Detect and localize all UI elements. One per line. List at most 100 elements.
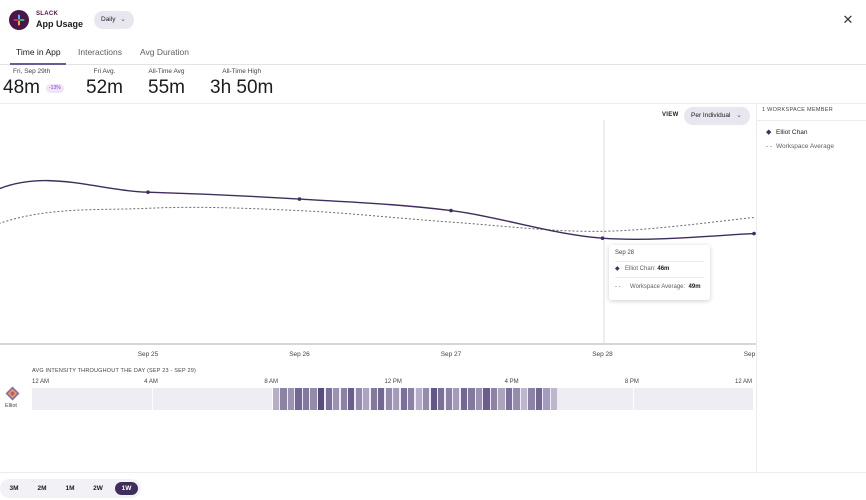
data-point-sep-29[interactable] [752,231,756,236]
intensity-cell[interactable] [528,388,535,410]
data-point-sep-27[interactable] [449,208,453,213]
hour-gridline [632,388,634,410]
intensity-cell[interactable] [370,388,377,410]
stat-all-time-high: All-Time High 3h 50m [210,68,273,99]
stat-value: 55m [148,77,185,98]
hour-label: 12 AM [32,379,50,385]
close-icon[interactable]: ✕ [842,12,854,27]
legend-divider [756,104,757,472]
intensity-cell[interactable] [280,388,287,410]
intensity-cell[interactable] [310,388,317,410]
intensity-cell[interactable] [393,388,400,410]
app-title: App Usage [36,19,84,29]
intensity-cell[interactable] [363,388,370,410]
hour-gridline [152,388,154,410]
intensity-cell[interactable] [415,388,422,410]
intensity-cell[interactable] [333,388,340,410]
intensity-cell[interactable] [468,388,475,410]
tooltip-row-average: - - Workspace Average: 49m [615,284,701,290]
tab-time-in-app[interactable]: Time in App [16,47,61,57]
intensity-cell[interactable] [408,388,415,410]
data-point-sep-26[interactable] [297,197,302,201]
intensity-bar [32,388,753,410]
intensity-cell[interactable] [445,388,452,410]
legend-item-average[interactable]: - - Workspace Average [766,143,834,150]
hour-label: 8 AM [264,379,279,385]
hour-label: 8 PM [624,379,639,385]
stat-label: All-Time Avg [148,68,185,75]
intensity-cell[interactable] [453,388,460,410]
data-point-sep-25[interactable] [146,190,150,194]
stat-all-time-avg: All-Time Avg 55m [148,68,185,99]
intensity-cell[interactable] [498,388,505,410]
intensity-cell[interactable] [550,388,558,410]
user-avatar [5,386,20,401]
tooltip-name: Elliot Chan [625,266,655,272]
intensity-cell[interactable] [287,388,295,410]
intensity-cell[interactable] [385,388,392,410]
view-select-value: Per Individual [691,112,731,119]
hour-gridline [512,388,514,410]
intensity-title: AVG INTENSITY THROUGHOUT THE DAY (SEP 23… [32,368,197,374]
stat-value: 52m [86,77,123,98]
chevron-down-icon: ⌄ [120,16,126,23]
hour-gridline [272,388,274,410]
intensity-cell[interactable] [490,388,498,410]
legend-label: Workspace Average [776,143,834,150]
intensity-cell[interactable] [483,388,490,410]
intensity-cell[interactable] [295,388,302,410]
range-3m-button[interactable]: 3M [9,485,19,492]
tooltip-separator [615,261,704,262]
chevron-down-icon: ⌄ [736,112,742,119]
view-label: VIEW [662,112,679,118]
tooltip-value: 49m [688,284,701,290]
range-2m-button[interactable]: 2M [37,485,47,492]
header: SLACK App Usage Daily ⌄ ✕ [0,0,866,40]
period-select-value: Daily [101,16,116,23]
intensity-cell[interactable] [355,388,362,410]
intensity-cell[interactable] [272,388,280,410]
intensity-cell[interactable] [302,388,310,410]
data-point-sep-28[interactable] [600,236,605,240]
chart-tooltip: Sep 28 ◆ Elliot Chan: 46m - - Workspace A… [609,245,710,300]
range-1w-button[interactable]: 1W [115,482,138,495]
hour-label: 4 PM [504,379,519,385]
legend-separator [757,120,866,121]
tooltip-separator [615,277,704,278]
intensity-cell[interactable] [400,388,407,410]
intensity-cell[interactable] [513,388,520,410]
tab-interactions[interactable]: Interactions [78,47,122,57]
intensity-cell[interactable] [317,388,325,410]
intensity-cell[interactable] [535,388,543,410]
hour-gridline [392,388,394,410]
intensity-cell[interactable] [348,388,355,410]
diamond-icon: ◆ [615,266,620,272]
intensity-cell[interactable] [475,388,482,410]
range-2w-button[interactable]: 2W [93,485,103,492]
x-tick-label: Sep 25 [138,351,159,358]
view-select[interactable]: Per Individual ⌄ [684,107,750,125]
x-tick-label: Sep 27 [441,351,462,358]
legend-item-member[interactable]: ◆ Elliot Chan [766,128,807,136]
range-1m-button[interactable]: 1M [65,485,75,492]
stat-current: Fri, Sep 29th 48m -13% [3,68,64,99]
tab-bar: Time in App Interactions Avg Duration [0,42,866,65]
stat-label: Fri Avg. [93,68,116,75]
change-badge: -13% [46,84,64,93]
period-select[interactable]: Daily ⌄ [94,11,134,29]
intensity-cell[interactable] [325,388,332,410]
intensity-cell[interactable] [543,388,550,410]
stat-weekday-avg: Fri Avg. 52m [86,68,123,99]
intensity-cell[interactable] [460,388,467,410]
intensity-cell[interactable] [520,388,528,410]
intensity-cell[interactable] [438,388,445,410]
intensity-cell[interactable] [505,388,513,410]
x-tick-label: Sep 26 [289,351,310,358]
intensity-cell[interactable] [423,388,430,410]
intensity-cell[interactable] [378,388,385,410]
intensity-cell[interactable] [430,388,437,410]
hour-label: 12 PM [384,379,402,385]
tab-avg-duration[interactable]: Avg Duration [140,47,189,57]
legend-count: 1 WORKSPACE MEMBER [762,107,834,113]
intensity-cell[interactable] [340,388,347,410]
